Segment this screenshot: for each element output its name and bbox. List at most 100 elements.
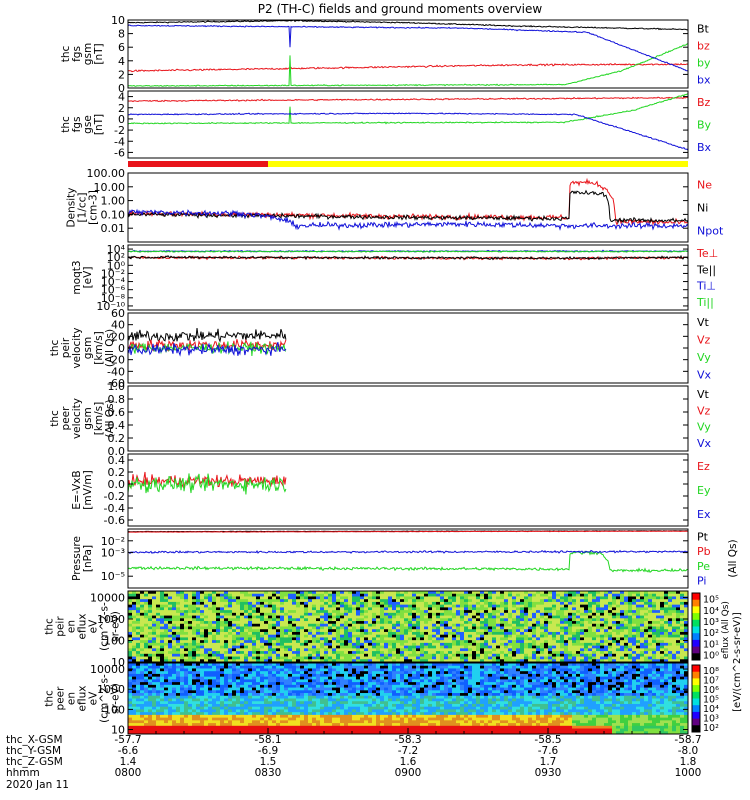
- spectrogram-cell: [220, 618, 225, 622]
- spectrogram-cell: [404, 656, 409, 660]
- spectrogram-cell: [136, 706, 141, 710]
- spectrogram-cell: [172, 731, 177, 734]
- spectrogram-cell: [624, 601, 629, 606]
- spectrogram-cell: [168, 720, 173, 724]
- spectrogram-cell: [448, 604, 453, 608]
- spectrogram-cell: [608, 642, 613, 647]
- spectrogram-cell: [472, 623, 477, 627]
- spectrogram-cell: [620, 593, 625, 597]
- spectrogram-cell: [532, 648, 537, 652]
- spectrogram-cell: [516, 634, 521, 638]
- spectrogram-cell: [268, 621, 273, 625]
- spectrogram-cell: [672, 610, 677, 614]
- spectrogram-cell: [576, 645, 581, 649]
- spectrogram-cell: [636, 610, 641, 614]
- spectrogram-cell: [396, 591, 401, 595]
- spectrogram-cell: [504, 601, 509, 606]
- spectrogram-cell: [268, 623, 273, 627]
- spectrogram-cell: [272, 637, 277, 641]
- spectrogram-cell: [180, 610, 185, 614]
- spectrogram-cell: [220, 714, 225, 719]
- spectrogram-cell: [140, 703, 145, 708]
- spectrogram-cell: [204, 720, 209, 724]
- spectrogram-cell: [604, 593, 609, 597]
- spectrogram-cell: [664, 604, 669, 608]
- spectrogram-cell: [204, 618, 209, 622]
- spectrogram-cell: [212, 698, 217, 702]
- spectrogram-cell: [488, 629, 493, 633]
- spectrogram-cell: [424, 640, 429, 644]
- spectrogram-cell: [192, 596, 197, 600]
- spectrogram-cell: [532, 642, 537, 647]
- spectrogram-cell: [412, 591, 417, 595]
- spectrogram-cell: [168, 659, 173, 662]
- spectrogram-cell: [156, 665, 161, 669]
- spectrogram-cell: [240, 671, 245, 675]
- spectrogram-cell: [316, 615, 321, 619]
- spectrogram-cell: [496, 631, 501, 636]
- spectrogram-cell: [180, 663, 185, 667]
- spectrogram-cell: [504, 621, 509, 625]
- spectrogram-cell: [256, 668, 261, 672]
- spectrogram-cell: [584, 648, 589, 652]
- spectrogram-cell: [444, 637, 449, 641]
- spectrogram-cell: [176, 621, 181, 625]
- spectrogram-cell: [592, 651, 597, 655]
- spectrogram-cell: [200, 698, 205, 702]
- spectrogram-cell: [584, 599, 589, 603]
- spectrogram-cell: [176, 701, 181, 705]
- spectrogram-cell: [252, 621, 257, 625]
- spectrogram-cell: [412, 648, 417, 652]
- spectrogram-cell: [656, 596, 661, 600]
- spectrogram-cell: [168, 621, 173, 625]
- spectrogram-cell: [604, 623, 609, 627]
- spectrogram-cell: [276, 701, 281, 705]
- spectrogram-cell: [408, 599, 413, 603]
- spectrogram-cell: [136, 717, 141, 721]
- spectrogram-cell: [216, 665, 221, 669]
- y-tick-label: -20: [107, 354, 125, 367]
- spectrogram-cell: [244, 676, 249, 680]
- spectrogram-cell: [612, 634, 617, 638]
- spectrogram-cell: [528, 626, 533, 630]
- spectrogram-cell: [344, 623, 349, 627]
- spectrogram-cell: [220, 682, 225, 686]
- spectrogram-cell: [524, 659, 529, 662]
- spectrogram-cell: [264, 631, 269, 636]
- spectrogram-cell: [652, 612, 657, 616]
- spectrogram-cell: [284, 703, 289, 708]
- spectrogram-cell: [608, 659, 613, 662]
- spectrogram-cell: [560, 653, 565, 657]
- spectrogram-cell: [240, 717, 245, 721]
- spectrogram-cell: [188, 621, 193, 625]
- spectrogram-cell: [164, 712, 169, 716]
- spectrogram-cell: [648, 640, 653, 644]
- spectrogram-cell: [512, 610, 517, 614]
- spectrogram-cell: [604, 645, 609, 649]
- spectrogram-cell: [628, 596, 633, 600]
- spectrogram-cell: [188, 634, 193, 638]
- spectrogram-cell: [608, 615, 613, 619]
- spectrogram-cell: [300, 593, 305, 597]
- spectrogram-cell: [500, 593, 505, 597]
- spectrogram-cell: [548, 601, 553, 606]
- spectrogram-cell: [432, 612, 437, 616]
- spectrogram-cell: [336, 612, 341, 616]
- spectrogram-cell: [156, 610, 161, 614]
- spectrogram-cell: [188, 682, 193, 686]
- spectrogram-cell: [248, 671, 253, 675]
- spectrogram-cell: [240, 645, 245, 649]
- spectrogram-cell: [636, 645, 641, 649]
- spectrogram-cell: [420, 623, 425, 627]
- spectrogram-cell: [136, 629, 141, 633]
- spectrogram-cell: [204, 682, 209, 686]
- spectrogram-cell: [664, 642, 669, 647]
- spectrogram-cell: [608, 599, 613, 603]
- spectrogram-cell: [180, 634, 185, 638]
- spectrogram-cell: [176, 671, 181, 675]
- spectrogram-cell: [204, 679, 209, 683]
- spectrogram-cell: [224, 714, 229, 719]
- spectrogram-cell: [356, 634, 361, 638]
- spectrogram-cell: [164, 676, 169, 680]
- spectrogram-cell: [228, 642, 233, 647]
